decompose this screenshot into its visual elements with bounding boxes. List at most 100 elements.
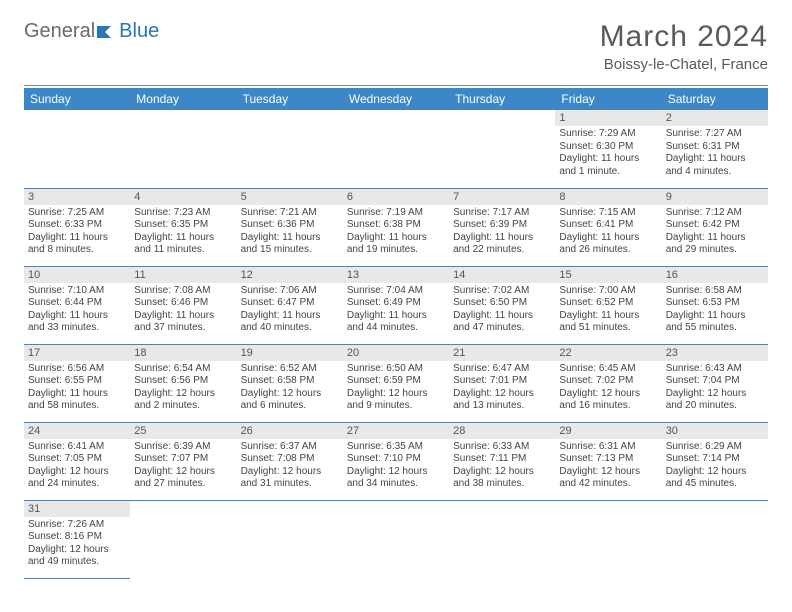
day-details: Sunrise: 7:02 AMSunset: 6:50 PMDaylight:… <box>449 283 555 337</box>
day-number: 3 <box>24 189 130 205</box>
weekday-header-row: SundayMondayTuesdayWednesdayThursdayFrid… <box>24 88 768 110</box>
weekday-header: Friday <box>555 88 661 110</box>
daylight-text: Daylight: 12 hours and 34 minutes. <box>347 466 445 491</box>
calendar-cell: 9Sunrise: 7:12 AMSunset: 6:42 PMDaylight… <box>662 188 768 266</box>
calendar-row: 24 Sunrise: 6:41 AMSunset: 7:05 PM Dayligh… <box>24 422 768 500</box>
day-number: 1 <box>555 110 661 126</box>
daylight-text: Daylight: 11 hours and 1 minute. <box>559 153 657 178</box>
daylight-text: Daylight: 11 hours and 22 minutes. <box>453 232 551 257</box>
calendar-cell: 18Sunrise: 6:54 AMSunset: 6:56 PMDayligh… <box>130 344 236 422</box>
sunrise-text: Sunrise: 6:37 AM <box>241 441 339 454</box>
sunset-text: Sunset: 6:50 PM <box>453 297 551 310</box>
daylight-text: Daylight: 11 hours and 55 minutes. <box>666 310 764 335</box>
weekday-header: Tuesday <box>237 88 343 110</box>
sunset-text: Sunset: 6:49 PM <box>347 297 445 310</box>
sunrise-text: Sunrise: 6:39 AM <box>134 441 232 454</box>
calendar-cell <box>662 500 768 578</box>
day-number: 19 <box>237 345 343 361</box>
calendar-row: 17Sunrise: 6:56 AMSunset: 6:55 PMDayligh… <box>24 344 768 422</box>
day-details: Sunrise: 6:43 AMSunset: 7:04 PMDaylight:… <box>662 361 768 415</box>
day-number: 24 <box>24 423 130 439</box>
daylight-text: Daylight: 12 hours and 2 minutes. <box>134 388 232 413</box>
logo: General Blue <box>24 20 159 43</box>
sunset-text: Sunset: 7:11 PM <box>453 453 551 466</box>
calendar-cell: 1Sunrise: 7:29 AMSunset: 6:30 PMDaylight… <box>555 110 661 188</box>
weekday-header: Monday <box>130 88 236 110</box>
day-number: 26 <box>237 423 343 439</box>
sunset-text: Sunset: 6:36 PM <box>241 219 339 232</box>
sunset-text: Sunset: 7:01 PM <box>453 375 551 388</box>
day-details: Sunrise: 7:17 AMSunset: 6:39 PMDaylight:… <box>449 205 555 259</box>
calendar-cell <box>343 110 449 188</box>
sunset-text: Sunset: 6:35 PM <box>134 219 232 232</box>
sunrise-text: Sunrise: 7:06 AM <box>241 285 339 298</box>
sunset-text: Sunset: 6:41 PM <box>559 219 657 232</box>
calendar-cell: 5Sunrise: 7:21 AMSunset: 6:36 PMDaylight… <box>237 188 343 266</box>
day-number: 31 <box>24 501 130 517</box>
day-number: 13 <box>343 267 449 283</box>
day-number: 28 <box>449 423 555 439</box>
day-details: Sunrise: 6:45 AMSunset: 7:02 PMDaylight:… <box>555 361 661 415</box>
day-details: Sunrise: 6:56 AMSunset: 6:55 PMDaylight:… <box>24 361 130 415</box>
day-details: Sunrise: 6:37 AMSunset: 7:08 PMDaylight:… <box>237 439 343 493</box>
calendar-cell <box>449 500 555 578</box>
calendar-cell: 2Sunrise: 7:27 AMSunset: 6:31 PMDaylight… <box>662 110 768 188</box>
title-block: March 2024 Boissy-le-Chatel, France <box>600 20 768 73</box>
day-number: 17 <box>24 345 130 361</box>
calendar-cell: 29Sunrise: 6:31 AMSunset: 7:13 PMDayligh… <box>555 422 661 500</box>
calendar-cell: 12Sunrise: 7:06 AMSunset: 6:47 PMDayligh… <box>237 266 343 344</box>
day-details: Sunrise: 7:23 AMSunset: 6:35 PMDaylight:… <box>130 205 236 259</box>
day-number: 27 <box>343 423 449 439</box>
day-details: Sunrise: 7:08 AMSunset: 6:46 PMDaylight:… <box>130 283 236 337</box>
calendar-cell: 14Sunrise: 7:02 AMSunset: 6:50 PMDayligh… <box>449 266 555 344</box>
logo-text-general: General <box>24 20 95 43</box>
sunrise-text: Sunrise: 7:12 AM <box>666 207 764 220</box>
sunrise-text: Sunrise: 6:29 AM <box>666 441 764 454</box>
calendar-body: 1Sunrise: 7:29 AMSunset: 6:30 PMDaylight… <box>24 110 768 578</box>
day-details: Sunrise: 7:19 AMSunset: 6:38 PMDaylight:… <box>343 205 449 259</box>
day-number: 20 <box>343 345 449 361</box>
sunset-text: Sunset: 7:05 PM <box>28 453 126 466</box>
weekday-header: Sunday <box>24 88 130 110</box>
daylight-text: Daylight: 12 hours and 31 minutes. <box>241 466 339 491</box>
weekday-header: Thursday <box>449 88 555 110</box>
sunset-text: Sunset: 6:53 PM <box>666 297 764 310</box>
calendar-row: 1Sunrise: 7:29 AMSunset: 6:30 PMDaylight… <box>24 110 768 188</box>
sunset-text: Sunset: 7:08 PM <box>241 453 339 466</box>
location-label: Boissy-le-Chatel, France <box>600 56 768 73</box>
daylight-text: Daylight: 12 hours and 27 minutes. <box>134 466 232 491</box>
sunrise-text: Sunrise: 6:35 AM <box>347 441 445 454</box>
calendar-cell: 20Sunrise: 6:50 AMSunset: 6:59 PMDayligh… <box>343 344 449 422</box>
day-number: 23 <box>662 345 768 361</box>
day-number: 15 <box>555 267 661 283</box>
day-number: 2 <box>662 110 768 126</box>
day-number: 4 <box>130 189 236 205</box>
day-details: Sunrise: 6:50 AMSunset: 6:59 PMDaylight:… <box>343 361 449 415</box>
calendar-cell <box>449 110 555 188</box>
daylight-text: Daylight: 12 hours and 6 minutes. <box>241 388 339 413</box>
sunrise-text: Sunrise: 6:52 AM <box>241 363 339 376</box>
day-details: Sunrise: 7:15 AMSunset: 6:41 PMDaylight:… <box>555 205 661 259</box>
sunrise-text: Sunrise: 6:41 AM <box>28 441 126 454</box>
day-number: 5 <box>237 189 343 205</box>
sunset-text: Sunset: 7:07 PM <box>134 453 232 466</box>
daylight-text: Daylight: 11 hours and 40 minutes. <box>241 310 339 335</box>
sunrise-text: Sunrise: 7:00 AM <box>559 285 657 298</box>
daylight-text: Daylight: 11 hours and 51 minutes. <box>559 310 657 335</box>
daylight-text: Daylight: 12 hours and 45 minutes. <box>666 466 764 491</box>
sunrise-text: Sunrise: 7:08 AM <box>134 285 232 298</box>
sunset-text: Sunset: 7:04 PM <box>666 375 764 388</box>
calendar-cell: 27 Sunrise: 6:35 AMSunset: 7:10 PMDayligh… <box>343 422 449 500</box>
day-number: 6 <box>343 189 449 205</box>
header: General Blue March 2024 Boissy-le-Chatel… <box>24 20 768 73</box>
calendar-table: SundayMondayTuesdayWednesdayThursdayFrid… <box>24 88 768 579</box>
calendar-cell <box>130 110 236 188</box>
day-details: Sunrise: 7:06 AMSunset: 6:47 PMDaylight:… <box>237 283 343 337</box>
calendar-cell: 10Sunrise: 7:10 AMSunset: 6:44 PMDayligh… <box>24 266 130 344</box>
daylight-text: Daylight: 11 hours and 33 minutes. <box>28 310 126 335</box>
sunset-text: Sunset: 7:10 PM <box>347 453 445 466</box>
calendar-cell <box>130 500 236 578</box>
day-details: Sunrise: 7:12 AMSunset: 6:42 PMDaylight:… <box>662 205 768 259</box>
sunrise-text: Sunrise: 6:50 AM <box>347 363 445 376</box>
daylight-text: Daylight: 11 hours and 37 minutes. <box>134 310 232 335</box>
